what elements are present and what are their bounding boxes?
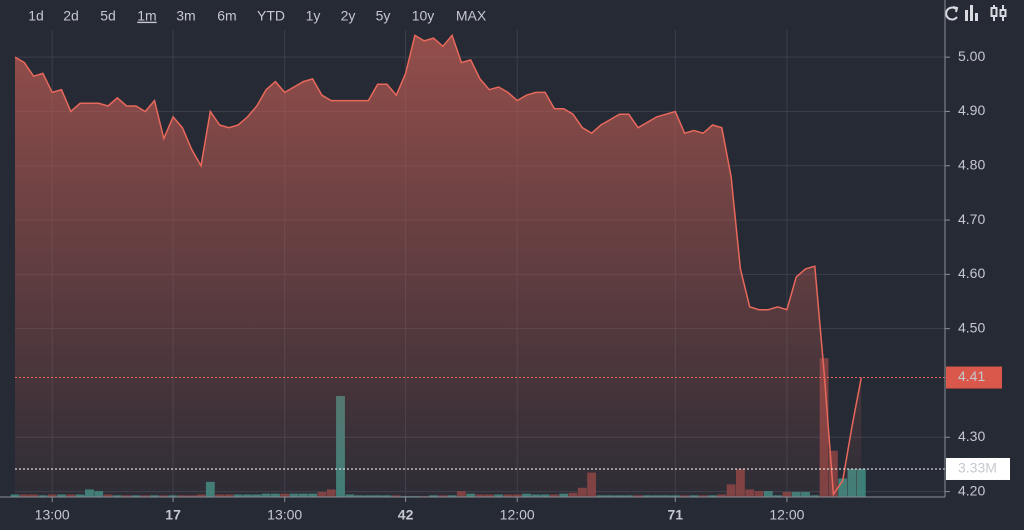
range-button[interactable]: 1y bbox=[306, 8, 321, 24]
refresh-icon[interactable] bbox=[945, 6, 959, 21]
last-volume-box bbox=[946, 457, 1010, 480]
x-tick-label: 42 bbox=[398, 507, 414, 523]
range-button[interactable]: 2d bbox=[63, 8, 79, 24]
y-tick-label: 4.70 bbox=[958, 211, 985, 227]
range-button[interactable]: 3m bbox=[176, 8, 195, 24]
price-area bbox=[15, 35, 862, 498]
y-tick-label: 4.60 bbox=[958, 265, 985, 281]
y-tick-label: 5.00 bbox=[958, 48, 985, 64]
plot bbox=[10, 33, 945, 498]
toolbar: 1d 2d 5d 1m 3m 6m YTD 1y 2y 5y 10y MAX bbox=[28, 8, 487, 24]
range-button[interactable]: MAX bbox=[456, 8, 487, 24]
axes: 4.20 4.30 4.50 4.60 4.70 4.80 4.90 5.00 13:00 17 1… bbox=[0, 0, 1010, 523]
bar-chart-icon[interactable] bbox=[965, 5, 978, 21]
y-tick-label: 4.30 bbox=[958, 428, 985, 444]
y-tick-label: 4.20 bbox=[958, 482, 985, 498]
range-button[interactable]: 6m bbox=[217, 8, 236, 24]
y-tick-label: 4.80 bbox=[958, 156, 985, 172]
range-button[interactable]: 5y bbox=[376, 8, 391, 24]
range-button[interactable]: 10y bbox=[412, 8, 435, 24]
last-price-box bbox=[946, 366, 1002, 389]
volume-bar bbox=[856, 468, 866, 497]
x-tick-label: 13:00 bbox=[35, 507, 70, 523]
last-price-label: 4.41 bbox=[958, 368, 985, 384]
x-tick-label: 12:00 bbox=[500, 507, 535, 523]
range-button[interactable]: 1m bbox=[137, 8, 156, 24]
last-volume-label: 3.33M bbox=[958, 460, 997, 476]
range-button[interactable]: 5d bbox=[100, 8, 116, 24]
candlestick-icon[interactable] bbox=[990, 5, 1007, 21]
price-line bbox=[14, 33, 863, 497]
range-button[interactable]: YTD bbox=[257, 8, 285, 24]
x-tick-label: 13:00 bbox=[267, 507, 302, 523]
range-button[interactable]: 2y bbox=[341, 8, 356, 24]
x-tick-label: 17 bbox=[165, 507, 181, 523]
range-button[interactable]: 1d bbox=[28, 8, 44, 24]
y-tick-label: 4.50 bbox=[958, 319, 985, 335]
x-tick-label: 71 bbox=[668, 507, 684, 523]
toolbar-icons bbox=[945, 5, 1007, 21]
volume-bar bbox=[828, 450, 838, 497]
y-tick-label: 4.90 bbox=[958, 102, 985, 118]
x-tick-label: 12:00 bbox=[769, 507, 804, 523]
